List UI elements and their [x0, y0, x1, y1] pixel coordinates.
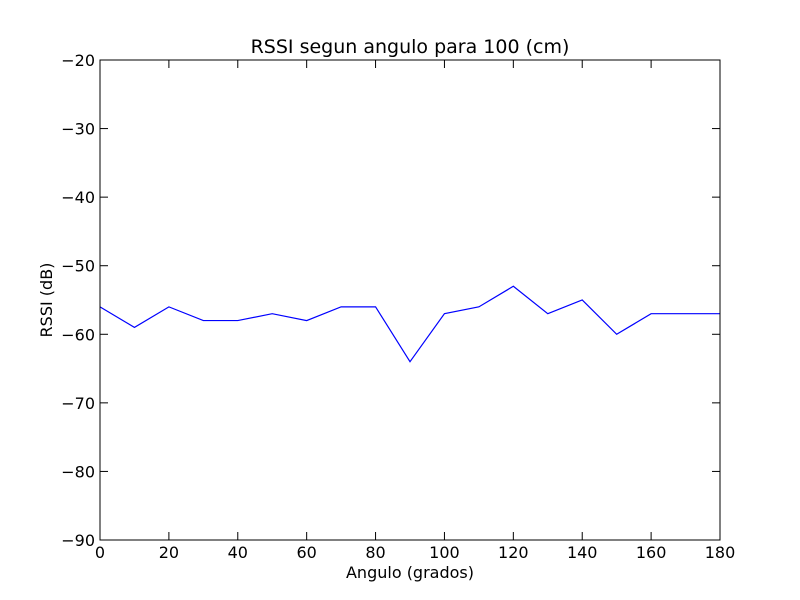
x-tick-label: 120	[498, 543, 529, 562]
y-tick-label: −50	[61, 257, 95, 276]
x-tick-label: 140	[567, 543, 598, 562]
y-tick-label: −20	[61, 51, 95, 70]
y-tick-label: −80	[61, 462, 95, 481]
x-tick-label: 180	[705, 543, 736, 562]
y-tick-label: −30	[61, 120, 95, 139]
x-tick-label: 100	[429, 543, 460, 562]
x-axis-label: Angulo (grados)	[346, 563, 474, 582]
x-tick-label: 0	[95, 543, 105, 562]
y-tick-label: −90	[61, 531, 95, 550]
plot-frame	[99, 59, 721, 541]
y-tick-label: −60	[61, 325, 95, 344]
x-tick-label: 160	[636, 543, 667, 562]
x-tick-label: 20	[159, 543, 179, 562]
rssi-series-line	[99, 285, 720, 363]
x-tick-label: 40	[228, 543, 248, 562]
y-tick-label: −70	[61, 394, 95, 413]
series-layer	[99, 285, 720, 363]
ticks-layer: 0 20 40 60 80 100 120 140 160 180 −90 −80 −70 −60 −50 −…	[61, 51, 735, 562]
x-tick-label: 80	[365, 543, 385, 562]
y-axis-label: RSSI (dB)	[37, 263, 56, 338]
plot-area	[100, 60, 720, 540]
y-tick-label: −40	[61, 188, 95, 207]
chart-title: RSSI segun angulo para 100 (cm)	[251, 36, 570, 58]
x-tick-label: 60	[296, 543, 316, 562]
